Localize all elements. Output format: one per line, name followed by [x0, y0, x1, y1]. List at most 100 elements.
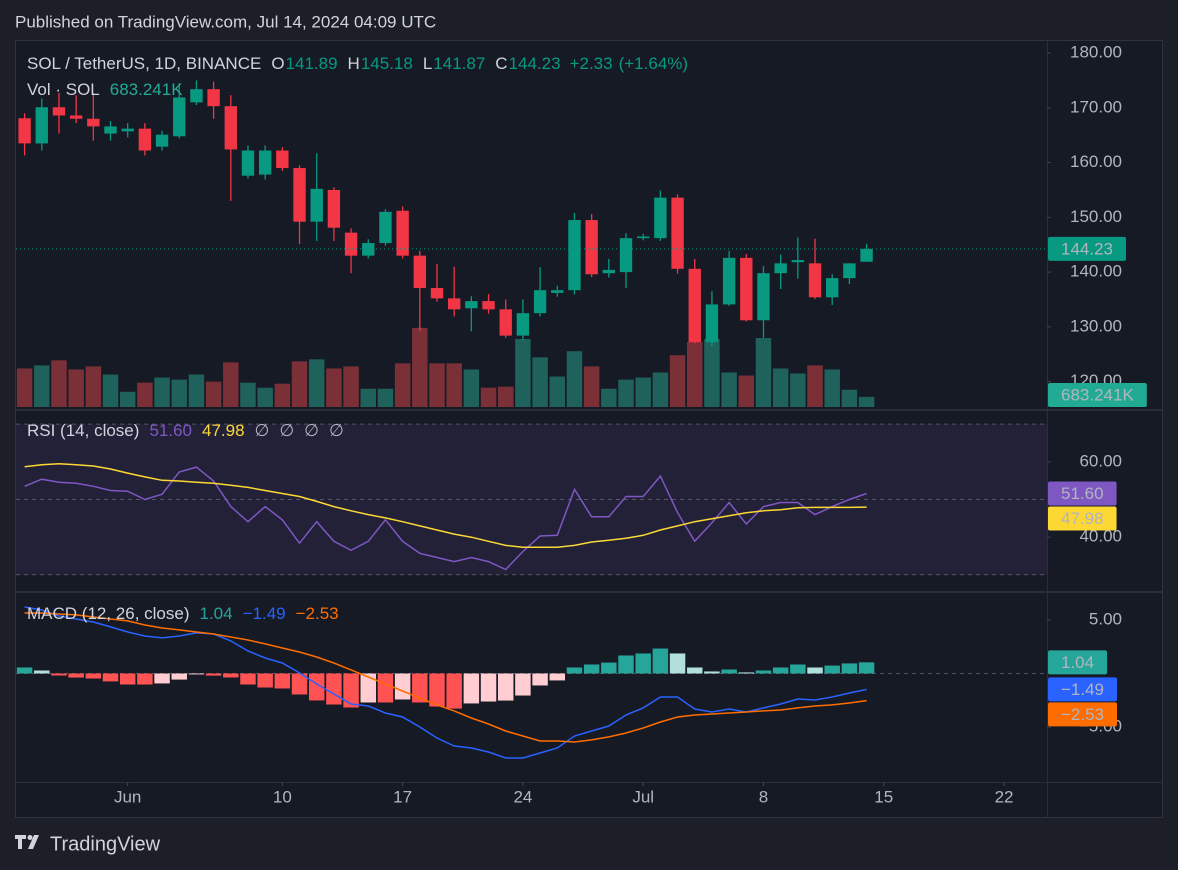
volume-bar — [704, 339, 720, 407]
candle-body — [774, 263, 787, 274]
y-tick-label: 60.00 — [1079, 451, 1122, 470]
price-badge-label: −1.49 — [1061, 680, 1104, 699]
brand-logo — [15, 835, 39, 849]
histogram-bar — [669, 653, 686, 674]
y-tick-label: 180.00 — [1070, 43, 1122, 62]
ohlc-value: 144.23 — [509, 54, 561, 73]
histogram-bar — [652, 648, 669, 674]
indicator-line — [24, 612, 867, 743]
histogram-bar — [223, 673, 239, 678]
candle-body — [705, 304, 719, 343]
candle-body — [396, 210, 409, 256]
price-badge — [1048, 650, 1108, 675]
histogram-bar — [497, 673, 514, 701]
x-tick-label: Jun — [114, 787, 141, 806]
indicator-value: 51.60 — [149, 421, 192, 440]
histogram-bar — [515, 673, 531, 696]
volume-bar — [858, 396, 875, 407]
y-tick-label: 5.00 — [1089, 609, 1122, 628]
volume-bar — [377, 388, 394, 407]
candle-body — [293, 168, 306, 222]
y-tick-label: 40.00 — [1079, 527, 1122, 546]
histogram-bar — [618, 655, 634, 674]
candle-body — [87, 118, 100, 127]
volume-bar — [772, 368, 789, 407]
x-tick-label: 10 — [273, 787, 292, 806]
volume-bar — [618, 379, 634, 407]
indicator-line — [24, 606, 867, 759]
candle-body — [757, 273, 770, 321]
volume-bar — [583, 366, 600, 407]
histogram-bar — [480, 673, 497, 702]
candle-body — [654, 197, 667, 239]
placeholder-symbol: ∅ — [255, 421, 270, 440]
price-badge — [1048, 236, 1126, 261]
price-badge — [1048, 677, 1118, 702]
volume-bar — [463, 369, 480, 407]
candle-body — [671, 197, 684, 269]
ohlc-label: H — [348, 54, 360, 73]
candle-body — [430, 287, 444, 299]
histogram-bar — [738, 672, 755, 674]
histogram-bar — [463, 673, 480, 704]
histogram-bar — [583, 664, 600, 674]
candle-body — [379, 211, 392, 244]
x-tick-label: 22 — [995, 787, 1014, 806]
logo-shape — [28, 835, 39, 849]
volume-bar — [68, 369, 84, 407]
logo-shape — [27, 835, 33, 840]
volume-bar — [102, 374, 119, 407]
candle-body — [740, 257, 753, 321]
y-tick-label: 130.00 — [1070, 316, 1122, 335]
candle-body — [276, 150, 289, 169]
y-tick-label: 140.00 — [1070, 262, 1122, 281]
histogram-bar — [532, 673, 548, 686]
volume-bar — [240, 382, 256, 407]
volume-bar — [635, 377, 651, 407]
histogram-bar — [274, 673, 291, 689]
ohlc-label: C — [495, 54, 507, 73]
volume-bar — [223, 362, 239, 407]
volume-bar — [807, 365, 823, 407]
candle-body — [860, 248, 873, 262]
volume-bar — [549, 376, 566, 407]
candle-body — [173, 97, 186, 137]
histogram-bar — [154, 673, 170, 684]
histogram-bar — [85, 673, 102, 679]
histogram-bar — [841, 663, 858, 674]
change-value: +2.33 — [570, 54, 613, 73]
candle-body — [602, 269, 616, 274]
price-badge-label: 1.04 — [1061, 653, 1094, 672]
histogram-bar — [858, 662, 875, 674]
histogram-bar — [601, 662, 617, 674]
x-tick-label: Jul — [632, 787, 654, 806]
histogram-bar — [119, 673, 136, 685]
candle-body — [585, 220, 598, 275]
candle-body — [568, 220, 581, 291]
volume-bar — [652, 372, 669, 407]
histogram-bar — [790, 664, 806, 674]
histogram-bar — [291, 673, 308, 695]
indicator-line — [24, 466, 867, 571]
indicator-value: −2.53 — [296, 604, 339, 623]
volume-bar — [308, 359, 325, 407]
candle-body — [619, 238, 633, 273]
price-badge-label: −2.53 — [1061, 705, 1104, 724]
candle-body — [791, 260, 805, 263]
volume-bar — [51, 360, 67, 407]
volume-bar — [721, 372, 737, 407]
candle-body — [207, 89, 220, 107]
ohlc-label: O — [271, 54, 284, 73]
volume-bar — [188, 374, 205, 407]
change-percent: (+1.64%) — [619, 54, 688, 73]
y-tick-label: 170.00 — [1070, 97, 1122, 116]
price-badge — [1048, 383, 1147, 407]
ohlc-value: 145.18 — [361, 54, 413, 73]
volume-bar — [687, 342, 703, 407]
candle-body — [35, 107, 48, 144]
histogram-bar — [188, 673, 205, 675]
ohlc-value: 141.87 — [433, 54, 485, 73]
y-tick-label: 150.00 — [1070, 207, 1122, 226]
candle-body — [533, 290, 547, 314]
volume-bar — [738, 375, 755, 407]
